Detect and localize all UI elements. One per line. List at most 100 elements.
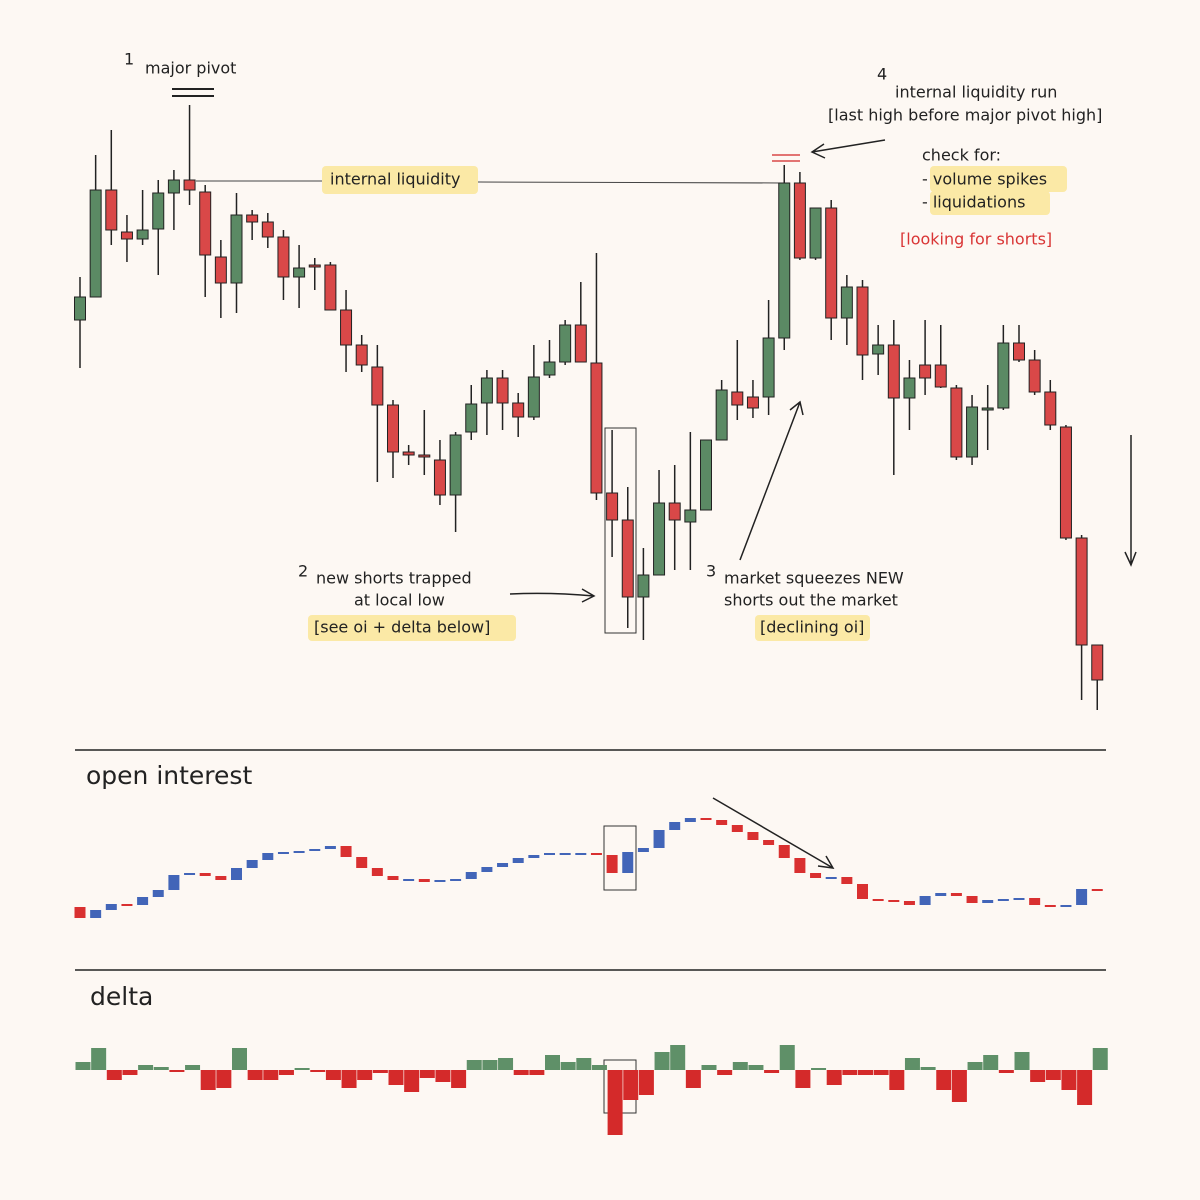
- oi-candle: [215, 876, 227, 880]
- annotation: - volume spikes: [922, 170, 1047, 189]
- oi-candle: [637, 848, 649, 852]
- candle-body: [903, 377, 916, 399]
- delta-bar: [920, 1067, 936, 1070]
- delta-bar: [247, 1070, 263, 1080]
- oi-candle: [700, 818, 712, 820]
- oi-candle: [528, 855, 540, 858]
- delta-bar: [466, 1060, 482, 1070]
- candle-body: [856, 286, 869, 356]
- oi-candle: [74, 907, 86, 918]
- oi-candle: [747, 832, 759, 840]
- oi-candle: [778, 845, 790, 858]
- candle-body: [934, 364, 947, 388]
- delta-bar: [670, 1045, 686, 1070]
- candle-body: [997, 342, 1010, 409]
- candle-body: [637, 574, 650, 598]
- candle-body: [371, 366, 384, 406]
- annotation: [looking for shorts]: [900, 230, 1052, 249]
- candle-body: [449, 434, 462, 496]
- annotation: shorts out the market: [724, 591, 898, 610]
- delta-bar: [858, 1070, 873, 1075]
- oi-candle: [168, 875, 180, 890]
- oi-candle: [731, 825, 743, 832]
- oi-candle: [857, 884, 868, 899]
- oi-candle: [935, 893, 947, 896]
- candle-body: [355, 344, 368, 366]
- candle-body: [1013, 342, 1025, 361]
- oi-candle: [465, 872, 477, 879]
- candle-body: [152, 192, 165, 230]
- candle-body: [105, 189, 118, 231]
- delta-bar: [607, 1070, 623, 1135]
- delta-bar: [138, 1065, 154, 1070]
- candle-body: [480, 377, 493, 404]
- delta-bar: [779, 1045, 795, 1070]
- oi-candle: [653, 830, 665, 848]
- candle-body: [746, 396, 759, 409]
- oi-candle: [763, 840, 775, 845]
- oi-candle: [512, 858, 524, 863]
- candle-body: [825, 207, 838, 319]
- delta-bar: [685, 1070, 701, 1088]
- highlight: [930, 191, 1050, 215]
- highlight: [930, 166, 1067, 192]
- delta-bar: [200, 1070, 216, 1090]
- delta-bar: [263, 1070, 279, 1080]
- oi-candle: [277, 852, 289, 854]
- delta-bar: [278, 1070, 294, 1075]
- delta-bar: [75, 1062, 91, 1070]
- oi-candle: [309, 849, 321, 851]
- annotation: internal liquidity: [330, 170, 460, 189]
- candle-body: [512, 402, 525, 418]
- delta-bar: [576, 1058, 592, 1070]
- delta-bar: [451, 1070, 467, 1088]
- delta-bar: [826, 1070, 842, 1085]
- delta-bar: [889, 1070, 905, 1090]
- delta-bar: [153, 1067, 169, 1070]
- oi-candle: [669, 822, 681, 830]
- delta-bar: [764, 1070, 780, 1073]
- box: [604, 427, 637, 634]
- candle-body: [950, 387, 963, 458]
- oi-candle: [544, 853, 555, 855]
- delta-bar: [498, 1058, 514, 1070]
- candle-body: [167, 179, 180, 194]
- candle-body: [230, 214, 243, 284]
- delta-bar: [310, 1070, 326, 1072]
- candle-body: [1044, 391, 1057, 426]
- candle-body: [559, 324, 572, 363]
- oi-candle: [293, 851, 305, 853]
- delta-bar: [216, 1070, 232, 1088]
- delta-bar: [545, 1055, 560, 1070]
- delta-bar: [638, 1070, 654, 1095]
- delta-bar: [748, 1065, 764, 1070]
- candle-body: [653, 502, 666, 576]
- candle-body: [762, 337, 775, 398]
- delta-bar: [419, 1070, 435, 1078]
- oi-candle: [997, 899, 1009, 901]
- box: [603, 825, 637, 891]
- delta-bar: [529, 1070, 545, 1075]
- arrow: [712, 797, 835, 869]
- candle-body: [214, 256, 227, 284]
- candle-body: [277, 236, 290, 278]
- oi-candle: [356, 857, 368, 868]
- delta-bar: [232, 1048, 247, 1070]
- delta-bar: [983, 1055, 999, 1070]
- candle-body: [574, 324, 587, 363]
- annotation: check for:: [922, 146, 1001, 165]
- annotation: at local low: [354, 591, 445, 610]
- oi-candle: [810, 873, 822, 878]
- delta-bar: [404, 1070, 420, 1092]
- oi-candle: [1076, 889, 1088, 905]
- delta-bar: [169, 1070, 185, 1072]
- candle-body: [340, 309, 353, 346]
- candle-body: [731, 391, 744, 406]
- candle-body: [120, 231, 133, 240]
- candle-body: [465, 403, 478, 433]
- delta-bar: [341, 1070, 357, 1088]
- oi-candle: [825, 877, 837, 879]
- candle-body: [590, 362, 603, 494]
- oi-candle: [418, 879, 430, 882]
